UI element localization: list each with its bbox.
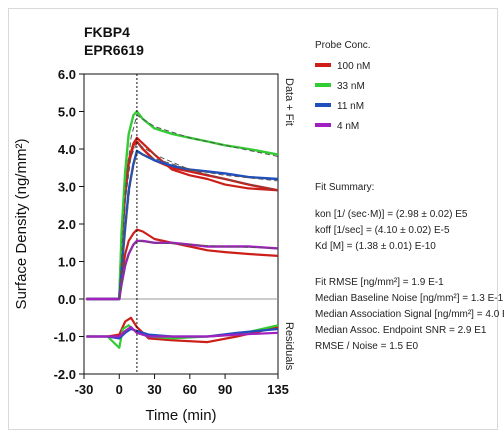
residual-line [86,326,279,338]
series-line [86,140,279,301]
extra-trace-line [86,136,279,301]
y-tick-label: -2.0 [54,367,76,382]
y-tick-label: -1.0 [54,330,76,345]
extra-trace-line [86,228,279,301]
fit-association-signal: Median Association Signal [ng/mm²] = 4.0… [315,309,504,320]
chart-subtitle: EPR6619 [84,42,144,58]
x-tick-label: -30 [75,382,94,397]
legend-item-label: 11 nM [337,101,364,112]
fit-koff: koff [1/sec] = (4.10 ± 0.02) E-5 [315,225,450,236]
y-tick-label: 6.0 [58,67,76,82]
fit-rmse-noise: RMSE / Noise = 1.5 E0 [315,341,419,352]
y-tick-label: 1.0 [58,255,76,270]
series-line [86,110,279,301]
y-tick-label: 3.0 [58,180,76,195]
fit-summary: Fit Summary: kon [1/ (sec·M)] = (2.98 ± … [315,182,504,352]
legend-item-label: 33 nM [337,81,365,92]
y-tick-label: 0.0 [58,292,76,307]
legend-title: Probe Conc. [315,40,371,51]
fit-curve-line [118,142,279,300]
y-tick-label: 4.0 [58,142,76,157]
fit-curve-line [118,152,279,300]
data-fit-label: Data + Fit [283,78,295,126]
chart-frame [8,8,498,430]
fit-endpoint-snr: Median Assoc. Endpoint SNR = 2.9 E1 [315,325,487,336]
series-layer [86,110,279,349]
x-axis-label: Time (min) [145,407,216,424]
fit-baseline-noise: Median Baseline Noise [ng/mm²] = 1.3 E-1 [315,293,504,304]
x-axis-ticks: -30 0 30 60 90 135 [75,374,289,397]
fit-summary-title: Fit Summary: [315,182,374,193]
chart-title: FKBP4 [84,24,130,40]
x-tick-label: 60 [183,382,197,397]
y-tick-label: 5.0 [58,105,76,120]
x-tick-label: 0 [116,382,123,397]
legend-item-label: 4 nM [337,121,359,132]
fit-curve-line [118,114,279,300]
y-tick-label: 2.0 [58,217,76,232]
residuals-label: Residuals [283,322,295,371]
fit-kon: kon [1/ (sec·M)] = (2.98 ± 0.02) E5 [315,209,468,220]
fit-curve-line [118,240,279,300]
x-tick-label: 30 [147,382,161,397]
plot-area [83,73,279,375]
y-axis-ticks: 6.0 5.0 4.0 3.0 2.0 1.0 0.0 -1.0 -2.0 [54,67,84,382]
fit-rmse: Fit RMSE [ng/mm²] = 1.9 E-1 [315,277,444,288]
x-tick-label: 90 [218,382,232,397]
x-tick-label: 135 [267,382,289,397]
series-line [86,239,279,301]
fit-layer [118,114,279,300]
legend-item-label: 100 nM [337,61,370,72]
y-axis-label: Surface Density (ng/mm²) [13,139,30,310]
legend: 100 nM 33 nM 11 nM 4 nM [315,61,370,132]
fit-kd: Kd [M] = (1.38 ± 0.01) E-10 [315,241,436,252]
